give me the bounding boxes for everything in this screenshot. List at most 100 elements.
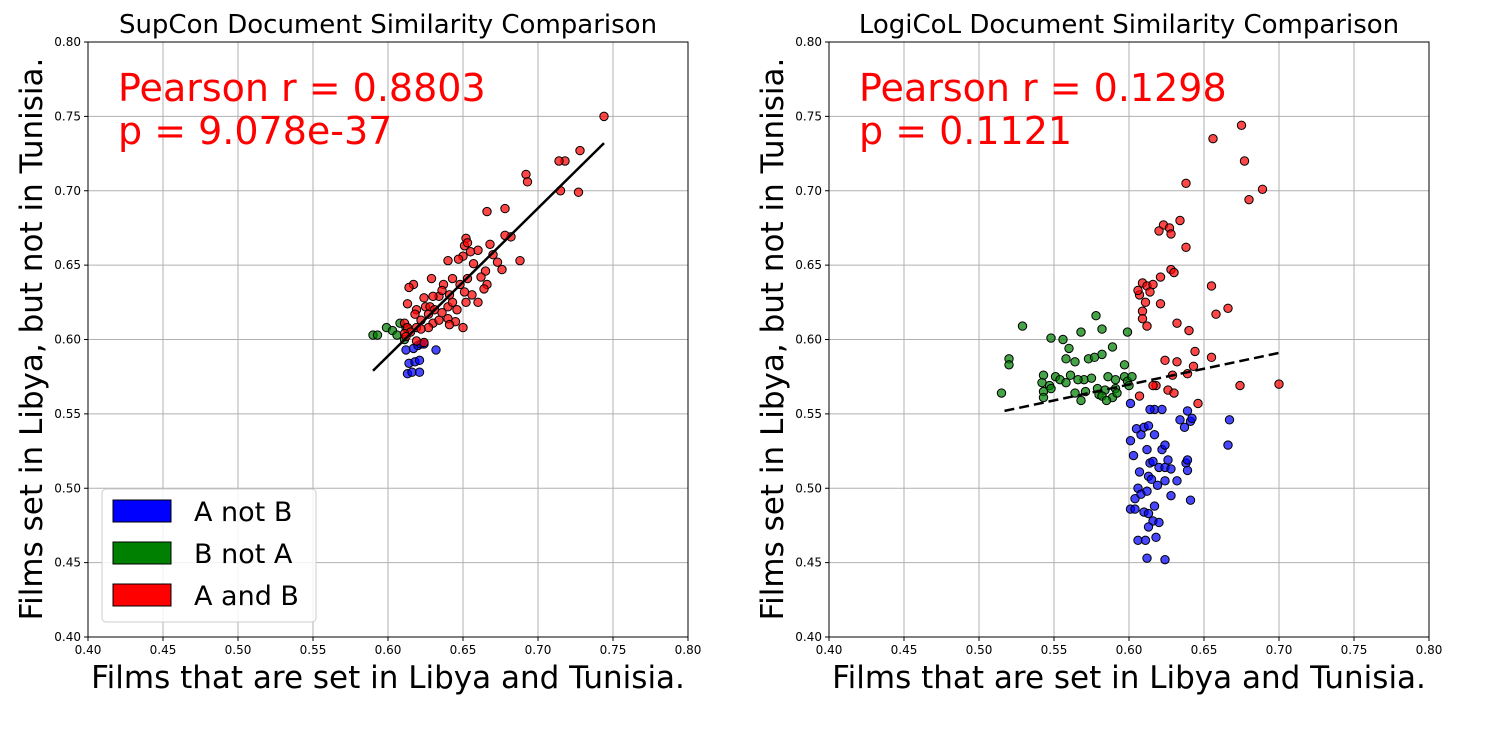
data-point xyxy=(444,319,455,330)
data-point xyxy=(482,206,492,217)
data-point xyxy=(1128,450,1139,461)
data-point xyxy=(423,309,434,319)
data-point xyxy=(453,254,464,264)
data-point xyxy=(1163,455,1173,465)
series-a-and-b xyxy=(399,111,609,348)
data-point xyxy=(1125,398,1136,409)
data-point xyxy=(1142,486,1152,496)
data-point xyxy=(1076,327,1086,337)
data-point xyxy=(1187,413,1197,424)
data-point xyxy=(461,297,471,308)
scatter-points xyxy=(368,111,609,379)
data-point xyxy=(1235,380,1245,391)
data-point xyxy=(1070,357,1080,367)
data-point xyxy=(1154,226,1164,236)
x-tick-label: 0.80 xyxy=(1416,643,1443,657)
x-tick-label: 0.50 xyxy=(966,643,993,657)
data-point xyxy=(479,284,489,294)
y-tick-label: 0.45 xyxy=(54,556,81,570)
data-point xyxy=(1127,371,1137,382)
data-point xyxy=(1169,267,1179,278)
data-point xyxy=(554,156,564,166)
data-point xyxy=(1169,388,1179,398)
data-point xyxy=(423,322,434,333)
data-point xyxy=(1154,517,1164,528)
data-point xyxy=(392,330,402,340)
data-point xyxy=(1206,352,1217,363)
pearson-annotation: Pearson r = 0.1298 xyxy=(859,66,1227,110)
data-point xyxy=(401,345,411,355)
data-point xyxy=(1065,370,1076,380)
data-point xyxy=(473,297,483,308)
y-tick-labels: 0.40 0.45 0.50 0.55 0.60 0.65 0.70 0.75 0.80 xyxy=(54,35,88,644)
data-point xyxy=(1142,553,1152,563)
data-point xyxy=(1142,321,1152,331)
legend-label-a-not-b: A not B xyxy=(194,497,292,528)
data-point xyxy=(1152,480,1163,490)
data-point xyxy=(1244,194,1254,205)
y-tick-label: 0.65 xyxy=(54,258,81,272)
data-point xyxy=(1091,311,1101,321)
data-point xyxy=(1086,373,1097,383)
data-point xyxy=(410,309,420,319)
y-tick-label: 0.65 xyxy=(795,258,822,272)
x-tick-label: 0.55 xyxy=(300,643,327,657)
data-point xyxy=(521,169,531,180)
data-point xyxy=(1223,440,1233,450)
data-point xyxy=(1160,476,1170,486)
data-point xyxy=(1239,156,1250,166)
data-point xyxy=(411,336,422,346)
y-tick-label: 0.55 xyxy=(795,407,822,421)
x-tick-label: 0.75 xyxy=(600,643,627,657)
legend-swatch-b-not-a xyxy=(112,541,172,565)
data-point xyxy=(1143,508,1154,519)
data-point xyxy=(1122,327,1133,337)
data-point xyxy=(1160,355,1170,366)
data-point xyxy=(476,272,486,282)
x-tick-label: 0.70 xyxy=(525,643,552,657)
scatter-points xyxy=(996,120,1284,565)
y-tick-label: 0.80 xyxy=(54,35,81,49)
data-point xyxy=(1208,133,1218,144)
data-point xyxy=(1145,404,1155,415)
data-point xyxy=(1175,415,1185,425)
data-point xyxy=(1160,554,1170,565)
data-point xyxy=(497,264,507,275)
x-axis-label: Films that are set in Libya and Tunisia. xyxy=(832,660,1426,696)
x-tick-label: 0.65 xyxy=(450,643,477,657)
data-point xyxy=(419,337,429,348)
data-point xyxy=(1061,354,1071,364)
data-point xyxy=(1097,324,1107,334)
data-point xyxy=(1017,321,1028,331)
data-point xyxy=(428,291,438,302)
data-point xyxy=(1137,313,1148,324)
x-tick-label: 0.40 xyxy=(75,643,102,657)
series-b-not-a xyxy=(996,311,1137,406)
data-point xyxy=(1182,465,1193,476)
data-point xyxy=(1206,281,1217,291)
data-point xyxy=(426,273,437,284)
data-point xyxy=(402,299,413,309)
data-point xyxy=(599,111,609,122)
x-tick-label: 0.60 xyxy=(375,643,402,657)
data-point xyxy=(1160,440,1170,450)
data-point xyxy=(1257,184,1268,194)
data-point xyxy=(1151,532,1161,543)
data-point xyxy=(1119,360,1130,370)
y-tick-label: 0.55 xyxy=(54,407,81,421)
p-value-annotation: p = 9.078e-37 xyxy=(118,109,392,153)
x-tick-label: 0.70 xyxy=(1266,643,1293,657)
data-point xyxy=(1224,415,1235,425)
data-point xyxy=(1058,334,1068,345)
data-point xyxy=(1145,287,1155,297)
data-point xyxy=(1149,430,1160,440)
data-point xyxy=(447,273,458,284)
data-point xyxy=(1274,379,1284,389)
data-point xyxy=(447,297,458,308)
data-point xyxy=(1148,380,1158,391)
data-point xyxy=(1157,404,1167,415)
data-point xyxy=(459,287,470,297)
data-point xyxy=(488,250,498,260)
data-point xyxy=(414,367,425,377)
